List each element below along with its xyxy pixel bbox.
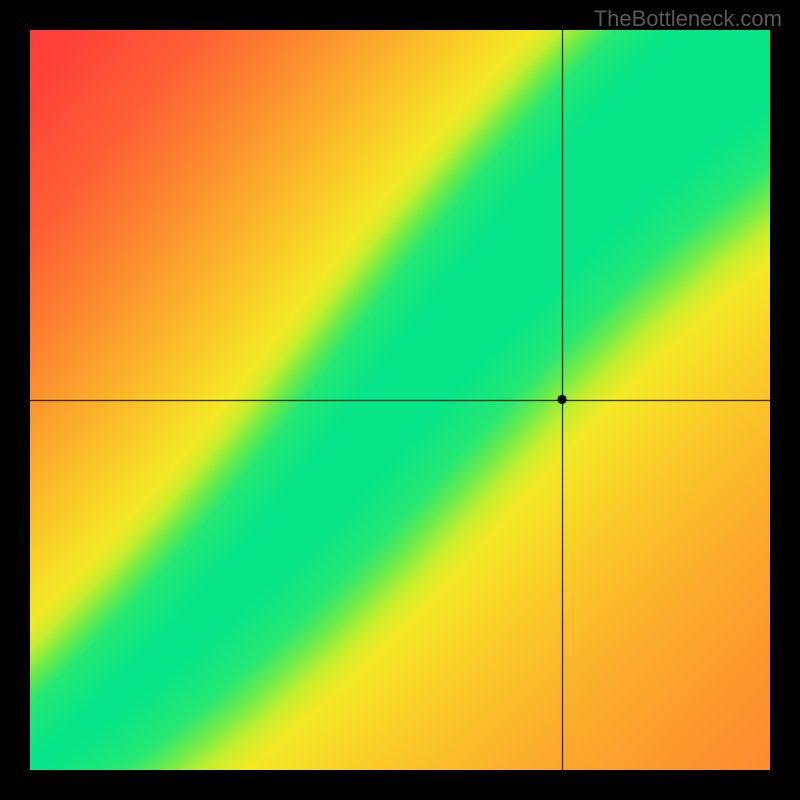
bottleneck-heatmap [30,30,770,770]
chart-container: { "watermark": { "text": "TheBottleneck.… [0,0,800,800]
watermark-text: TheBottleneck.com [594,6,782,32]
